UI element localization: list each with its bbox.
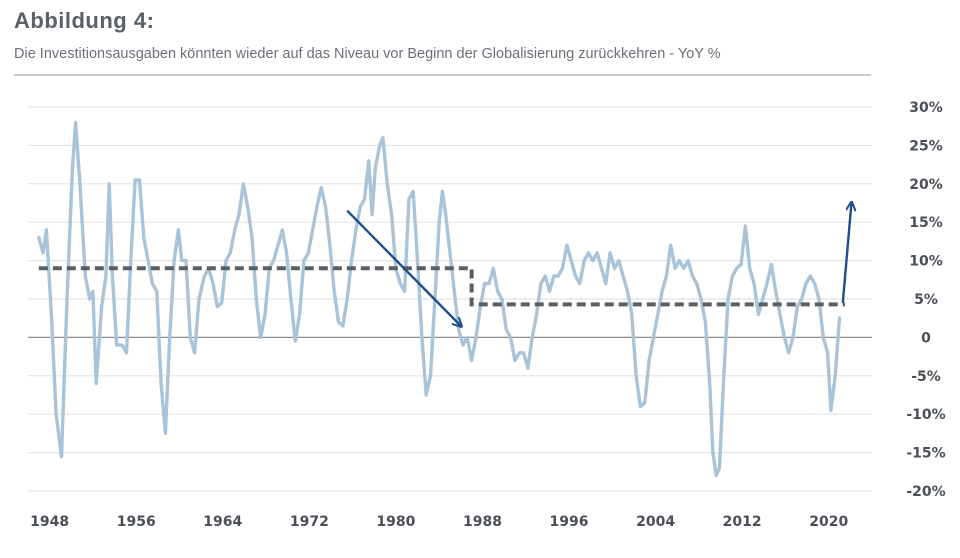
y-tick-label: 25% (909, 138, 943, 154)
x-tick-label: 1956 (117, 514, 156, 530)
y-tick-label: -5% (911, 369, 941, 385)
y-tick-label: 10% (909, 254, 943, 270)
series-group (37, 120, 842, 478)
y-tick-label: 20% (909, 177, 943, 193)
y-axis-ticks: 30% 25% 20% 15% 10% 5% 0 -5% -10% -15% -20% (906, 100, 945, 500)
y-tick-label: -10% (906, 407, 945, 423)
y-tick-label: 15% (909, 215, 943, 231)
x-tick-label: 2004 (636, 514, 675, 530)
x-tick-label: 1988 (463, 514, 502, 530)
dashed-average-line (38, 266, 845, 307)
x-tick-label: 1996 (550, 514, 589, 530)
y-tick-label: -20% (906, 484, 945, 500)
x-tick-label: 1948 (30, 514, 69, 530)
x-tick-label: 1972 (290, 514, 329, 530)
chart-title: Abbildung 4: (14, 8, 155, 33)
header-divider (14, 74, 871, 76)
y-tick-label: 30% (909, 100, 943, 116)
trend-arrow (346, 209, 461, 326)
annotation-group (38, 203, 852, 326)
y-tick-label: 5% (914, 292, 938, 308)
x-tick-label: 2012 (723, 514, 762, 530)
x-tick-label: 1964 (203, 514, 242, 530)
x-tick-label: 1980 (376, 514, 415, 530)
gridlines (28, 106, 872, 492)
trend-arrow (841, 203, 852, 303)
y-tick-label: -15% (906, 446, 945, 462)
y-tick-label: 0 (921, 330, 931, 346)
chart-subtitle: Die Investitionsausgaben könnten wieder … (14, 46, 721, 62)
series-line (37, 120, 842, 478)
x-tick-label: 2020 (809, 514, 848, 530)
x-axis-ticks: 1948 1956 1964 1972 1980 1988 1996 2004 2012 2020 (30, 514, 848, 530)
